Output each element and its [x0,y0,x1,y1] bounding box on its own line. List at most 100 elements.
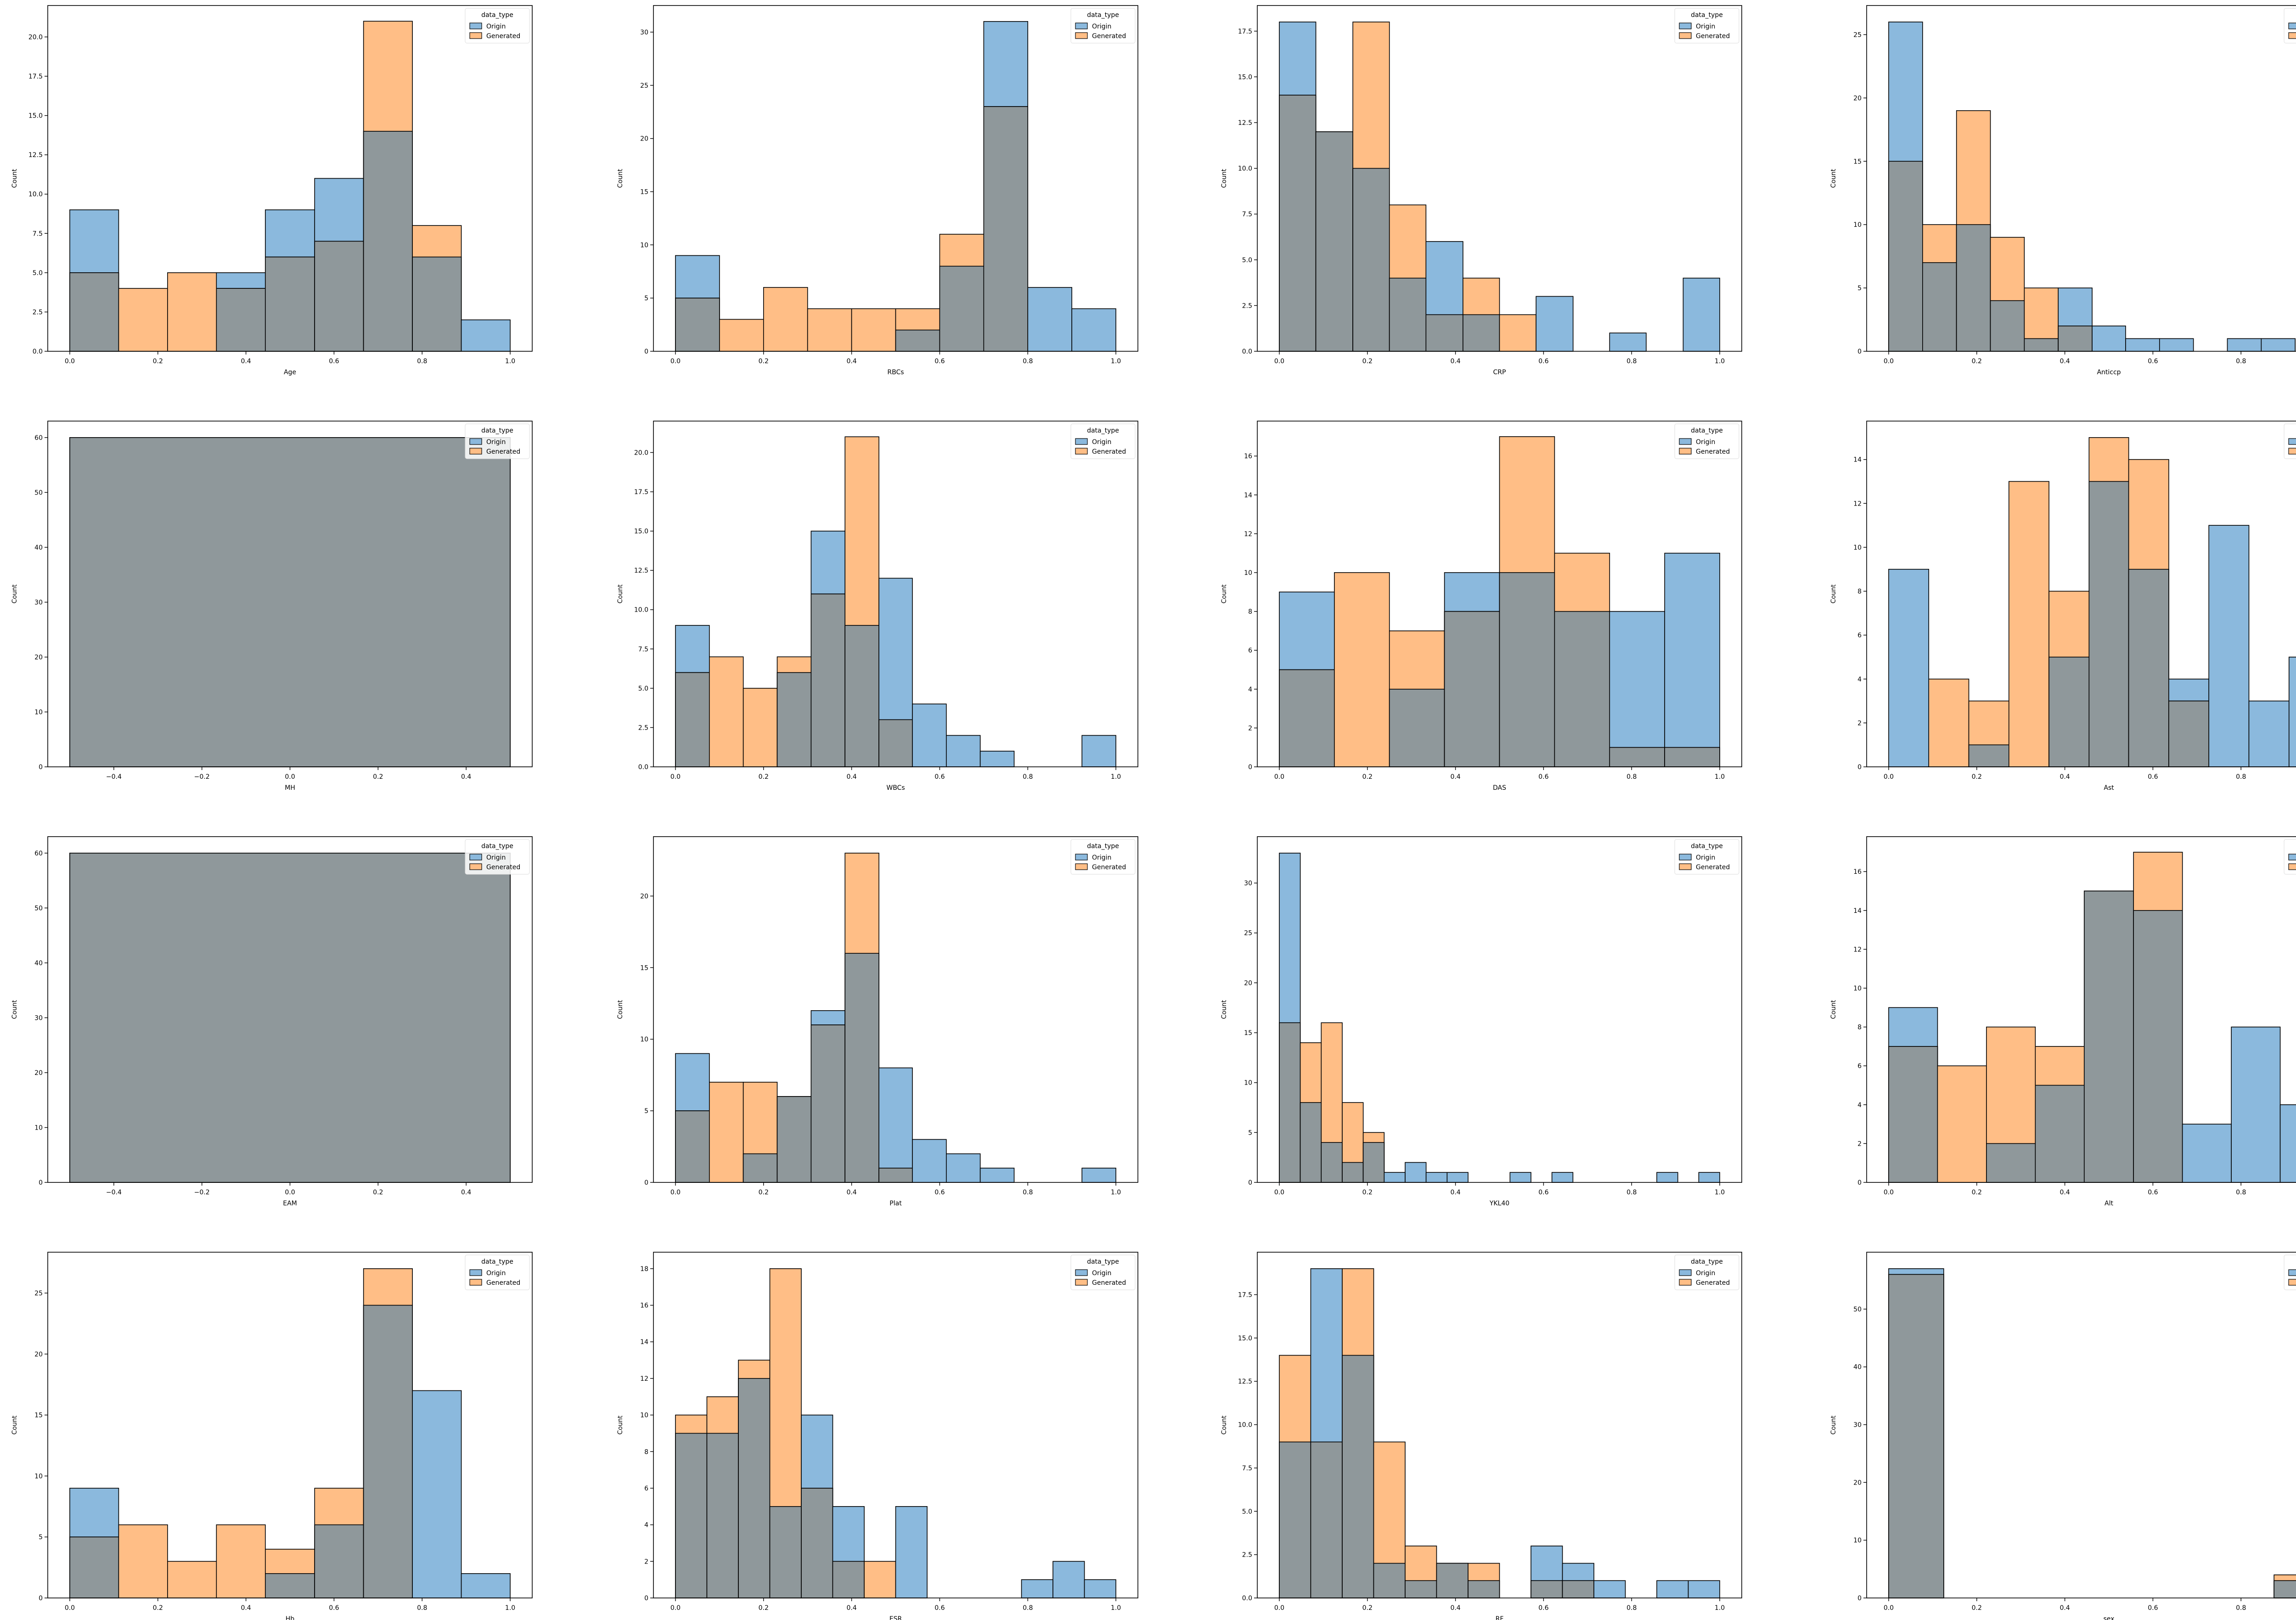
x-tick-label: 0.2 [759,1189,769,1196]
x-tick-label: 0.4 [2060,358,2070,365]
bar-overlap [2058,326,2093,352]
y-tick-label: 14 [640,1339,648,1346]
y-tick-label: 15 [1244,1029,1252,1037]
y-tick-label: 10 [34,1124,43,1131]
subplot-das: 0.0 0.2 0.4 0.6 0.8 1.0 0 2 4 6 8 10 12 14 16 DAS Count d… [1221,421,1742,792]
legend-entry-generated: Generated [1696,1279,1730,1287]
x-tick-label: 0.0 [1274,1604,1284,1612]
subplot-sex: 0.00.20.40.60.81.001020304050sexCountdat… [1830,1252,2296,1620]
x-tick-label: 0.2 [1972,773,1982,781]
legend-swatch-generated [2288,863,2296,870]
y-tick-label: 5.0 [1242,1508,1252,1515]
legend-entry-origin: Origin [486,439,506,446]
x-tick-label: 0.6 [1538,358,1548,365]
legend-entry-generated: Generated [486,864,520,871]
y-tick-label: 2.5 [638,724,648,731]
bar-overlap [1888,1046,1938,1183]
x-axis-label: EAM [283,1200,297,1207]
legend-swatch-origin [1679,22,1692,29]
legend-title: data_type [1087,11,1119,19]
x-tick-label: 0.6 [1538,1189,1548,1196]
bar-overlap [363,131,413,352]
bar-generated [763,287,808,352]
y-tick-label: 0 [644,1179,648,1187]
bar-overlap [777,1096,812,1183]
bar-generated [709,656,744,767]
bar-overlap [844,625,879,767]
legend-title: data_type [481,11,513,19]
bar-origin [1405,1162,1427,1183]
bar-overlap [69,1536,119,1598]
bar-origin [1664,552,1720,767]
bar-overlap [1888,1274,1944,1598]
x-tick-label: 0.4 [2060,1189,2070,1196]
y-tick-label: 20 [34,1069,43,1077]
legend-swatch-origin [1075,438,1088,445]
y-axis-label: Count [1221,1000,1228,1019]
y-tick-label: 0 [644,1595,648,1602]
y-tick-label: 7.5 [1242,211,1252,218]
y-tick-label: 25 [1244,930,1252,937]
x-axis-label: DAS [1493,784,1506,792]
x-tick-label: 0.6 [2148,1604,2158,1612]
bar-origin [1683,277,1720,352]
bar-overlap [777,672,812,767]
bar-overlap [738,1378,771,1598]
y-tick-label: 5 [644,1108,648,1115]
bar-generated [1928,678,1970,767]
bar-origin [2159,338,2194,352]
bar-overlap [1315,131,1353,352]
legend-swatch-generated [2288,1279,2296,1286]
y-tick-label: 10.0 [28,191,43,198]
x-tick-label: 0.6 [934,773,945,781]
y-tick-label: 5 [39,1534,43,1541]
legend-title: data_type [1087,843,1119,850]
bar-origin [1384,1172,1406,1183]
axes-frame [1257,1252,1742,1598]
x-axis-label: Age [284,369,296,376]
y-tick-label: 10 [640,1412,648,1419]
x-tick-label: 0.4 [241,1604,251,1612]
bar-overlap [264,256,315,352]
y-axis-label: Count [1830,169,1837,188]
subplot-mh: −0.4 −0.2 0.0 0.2 0.4 0 10 20 30 40 50 60 MH Count dat… [11,421,533,792]
bar-origin [912,703,947,767]
bar-origin [1021,1579,1053,1598]
x-tick-label: 0.6 [1538,1604,1548,1612]
legend-swatch-generated [1679,448,1692,455]
x-tick-label: 0.8 [2236,773,2246,781]
bar-overlap [1436,1563,1469,1598]
y-tick-label: 14 [1244,492,1252,499]
bar-overlap [264,1573,315,1598]
x-tick-label: 0.8 [2236,1189,2246,1196]
legend-swatch-generated [1679,1279,1692,1286]
x-tick-label: 0.0 [1274,773,1284,781]
legend-swatch-generated [469,1279,482,1286]
y-tick-label: 12.5 [1238,1378,1252,1385]
bar-overlap [878,1168,913,1183]
x-tick-label: 0.0 [285,1189,295,1196]
legend-entry-generated: Generated [1092,864,1126,871]
y-tick-label: 0 [39,1179,43,1187]
x-axis-label: Plat [889,1200,902,1207]
bar-overlap [1279,95,1317,352]
bar-origin [1536,296,1574,352]
x-tick-label: 0.8 [1626,773,1637,781]
y-tick-label: 10 [1853,221,1862,229]
y-tick-label: 8 [1248,608,1252,616]
legend-swatch-generated [469,863,482,870]
y-tick-label: 10 [34,709,43,716]
legend-swatch-generated [1075,32,1088,39]
y-tick-label: 0 [39,764,43,771]
x-tick-label: 0.0 [1274,358,1284,365]
y-tick-label: 60 [34,434,43,442]
legend-swatch-origin [1679,854,1692,861]
x-tick-label: 0.0 [285,773,295,781]
bar-origin [1888,568,1930,767]
axes-frame [1866,5,2296,352]
y-tick-label: 6 [1857,1063,1862,1070]
bar-generated [851,308,896,352]
bar-generated [1937,1065,1987,1183]
x-tick-label: 0.6 [1538,773,1548,781]
y-tick-label: 2 [644,1558,648,1565]
